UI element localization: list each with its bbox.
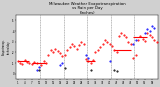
Y-axis label: Evapotransp.
Inches/day: Evapotransp. Inches/day (2, 39, 10, 55)
Title: Milwaukee Weather Evapotranspiration
vs Rain per Day
(Inches): Milwaukee Weather Evapotranspiration vs … (49, 2, 126, 15)
